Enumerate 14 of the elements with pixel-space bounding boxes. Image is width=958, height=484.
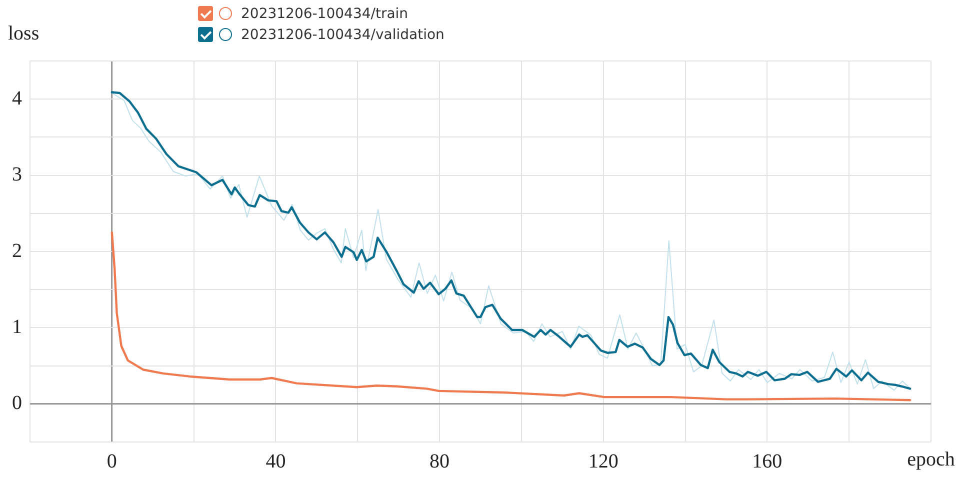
y-tick-label: 2 [12, 240, 22, 262]
x-tick-label: 0 [106, 450, 117, 472]
x-axis-title: epoch [907, 448, 955, 470]
x-tick-label: 40 [266, 450, 286, 472]
y-tick-label: 3 [12, 164, 22, 186]
x-tick-label: 160 [752, 450, 782, 472]
x-tick-label: 120 [588, 450, 618, 472]
legend-label: 20231206-100434/validation [241, 26, 444, 42]
y-axis-title: loss [8, 22, 40, 44]
y-tick-label: 1 [12, 316, 22, 338]
legend-label: 20231206-100434/train [241, 6, 408, 22]
x-tick-label: 80 [430, 450, 450, 472]
y-tick-label: 0 [12, 392, 22, 414]
y-tick-label: 4 [12, 87, 22, 110]
